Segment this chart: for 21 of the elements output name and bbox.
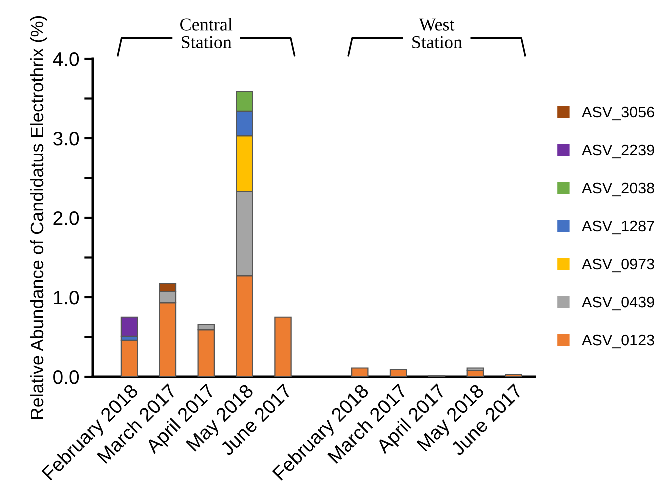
y-axis-title: Relative Abundance of Candidatus Electrothrix (%) (30, 16, 48, 420)
y-tick-label: 0.0 (54, 370, 80, 384)
legend-label: ASV_0973 (582, 258, 654, 273)
bar (505, 374, 522, 377)
legend-label: ASV_1287 (582, 220, 654, 235)
legend-label: ASV_3056 (582, 106, 654, 121)
y-tick-label: 1.0 (54, 290, 80, 305)
legend-label: ASV_2239 (582, 144, 654, 159)
y-tick-label: 4.0 (53, 52, 80, 66)
text: Central Station (180, 18, 233, 48)
bar (120, 340, 138, 377)
y-tick-label: 2.0 (54, 211, 80, 226)
bar (351, 368, 369, 377)
legend-label: ASV_2038 (582, 182, 654, 197)
bar (274, 316, 292, 377)
legend-label: ASV_0439 (582, 296, 654, 311)
text: West Station (412, 18, 462, 48)
legend-label: ASV_0123 (582, 334, 654, 349)
bar (390, 369, 408, 377)
bar (120, 316, 138, 338)
y-tick-label: 3.0 (54, 132, 80, 146)
